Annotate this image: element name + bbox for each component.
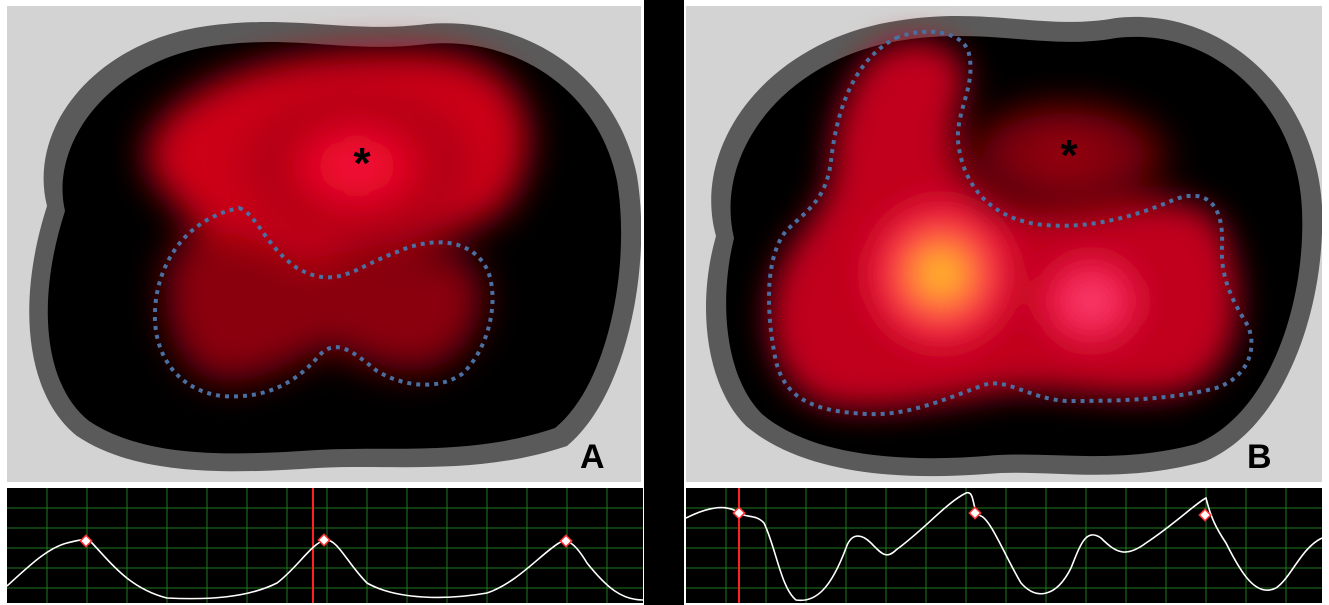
grid-b <box>686 488 1322 603</box>
asterisk-marker-b: * <box>1060 131 1078 180</box>
peak-markers-a <box>79 533 573 548</box>
asterisk-marker-a: * <box>353 139 371 188</box>
dorsal-region-outline-a <box>152 205 495 399</box>
panel-divider <box>644 0 684 605</box>
waveform-b <box>686 488 1322 603</box>
eit-image-a: * <box>29 22 641 472</box>
panel-b: * B <box>686 6 1322 482</box>
waveform-a <box>7 488 643 603</box>
panel-letter-a: A <box>580 438 605 476</box>
trace-a <box>7 538 643 601</box>
waveform-strip-b <box>686 488 1322 603</box>
panel-letter-b: B <box>1247 438 1272 476</box>
panel-a: * A <box>7 6 641 482</box>
dorsal-region-outline-b <box>767 29 1254 417</box>
peak-markers-b <box>732 506 1212 522</box>
waveform-strip-a <box>7 488 643 603</box>
trace-b <box>686 492 1322 602</box>
eit-image-b: * <box>706 16 1322 477</box>
